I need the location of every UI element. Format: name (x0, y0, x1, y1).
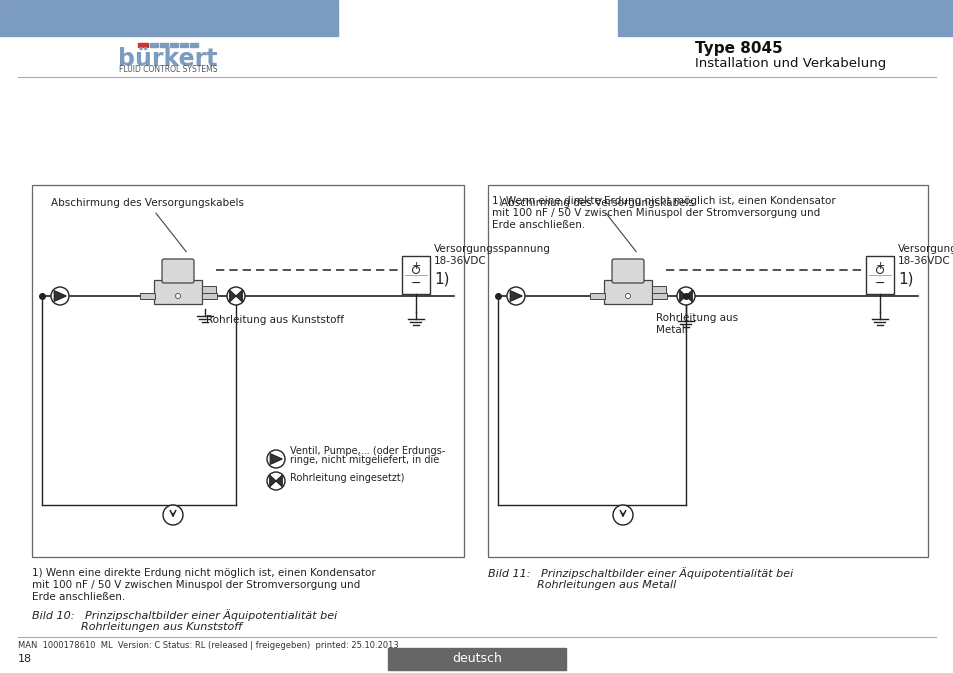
Text: Abschirmung des Versorgungskabels: Abschirmung des Versorgungskabels (501, 198, 694, 252)
Circle shape (613, 505, 633, 525)
Text: Ventil, Pumpe,... (oder Erdungs-: Ventil, Pumpe,... (oder Erdungs- (290, 446, 445, 456)
Text: +: + (875, 261, 883, 271)
Text: Rohrleitungen aus Kunststoff: Rohrleitungen aus Kunststoff (32, 622, 242, 632)
Circle shape (175, 293, 180, 299)
Text: Erde anschließen.: Erde anschließen. (492, 220, 584, 230)
Text: ringe, nicht mitgeliefert, in die: ringe, nicht mitgeliefert, in die (290, 455, 438, 465)
Text: −: − (874, 277, 884, 290)
Polygon shape (270, 454, 282, 464)
Circle shape (267, 472, 285, 490)
Text: mit 100 nF / 50 V zwischen Minuspol der Stromversorgung und: mit 100 nF / 50 V zwischen Minuspol der … (492, 208, 820, 218)
Circle shape (677, 287, 695, 305)
Circle shape (163, 505, 183, 525)
Bar (618, 0, 953, 36)
FancyBboxPatch shape (162, 259, 193, 283)
Text: Type 8045: Type 8045 (695, 42, 781, 57)
Text: 18-36VDC: 18-36VDC (897, 256, 950, 266)
Bar (32, 185, 463, 557)
Text: Versorgungsspannung: Versorgungsspannung (897, 244, 953, 254)
Polygon shape (685, 290, 692, 302)
Polygon shape (230, 290, 235, 302)
Text: Installation und Verkabelung: Installation und Verkabelung (695, 57, 885, 69)
Circle shape (227, 287, 245, 305)
Text: −: − (411, 277, 421, 290)
Bar (589, 293, 604, 299)
Bar (202, 286, 215, 294)
Text: 1): 1) (897, 271, 913, 287)
Text: Bild 11:   Prinzipschaltbilder einer Äquipotentialität bei: Bild 11: Prinzipschaltbilder einer Äquip… (488, 567, 792, 579)
Bar (388, 648, 565, 670)
Text: +: + (411, 261, 420, 271)
Text: FLUID CONTROL SYSTEMS: FLUID CONTROL SYSTEMS (118, 65, 217, 75)
Text: 1) Wenn eine direkte Erdung nicht möglich ist, einen Kondensator: 1) Wenn eine direkte Erdung nicht möglic… (492, 196, 835, 206)
Bar (202, 293, 216, 299)
Text: Rohrleitung aus: Rohrleitung aus (656, 313, 738, 323)
Text: deutsch: deutsch (452, 653, 501, 666)
Circle shape (876, 267, 882, 273)
Bar (170, 43, 178, 47)
Bar (603, 280, 651, 304)
Polygon shape (510, 291, 521, 302)
Text: mit 100 nF / 50 V zwischen Minuspol der Stromversorgung und: mit 100 nF / 50 V zwischen Minuspol der … (32, 580, 360, 590)
Bar (190, 43, 198, 47)
Bar (153, 280, 202, 304)
Bar (488, 185, 927, 557)
Text: Metall: Metall (656, 325, 687, 335)
FancyBboxPatch shape (612, 259, 643, 283)
Bar (651, 286, 665, 294)
Text: Rohrleitung aus Kunststoff: Rohrleitung aus Kunststoff (206, 315, 344, 325)
Bar (180, 43, 188, 47)
Bar (140, 293, 154, 299)
Polygon shape (679, 290, 685, 302)
Text: Abschirmung des Versorgungskabels: Abschirmung des Versorgungskabels (51, 198, 244, 252)
Text: 1): 1) (434, 271, 449, 287)
Text: 1) Wenn eine direkte Erdung nicht möglich ist, einen Kondensator: 1) Wenn eine direkte Erdung nicht möglic… (32, 568, 375, 578)
Polygon shape (270, 475, 275, 487)
Circle shape (625, 293, 630, 299)
Bar (160, 43, 168, 47)
Text: Rohrleitung eingesetzt): Rohrleitung eingesetzt) (290, 473, 404, 483)
Bar (0, 0, 337, 36)
Text: Erde anschließen.: Erde anschließen. (32, 592, 125, 602)
Bar (150, 43, 158, 47)
Polygon shape (275, 475, 282, 487)
Text: 18-36VDC: 18-36VDC (434, 256, 486, 266)
Circle shape (51, 287, 69, 305)
Text: bürkert: bürkert (118, 47, 217, 71)
Polygon shape (54, 291, 66, 302)
Circle shape (412, 267, 419, 273)
Text: Versorgungsspannung: Versorgungsspannung (434, 244, 550, 254)
Bar (651, 293, 666, 299)
Bar (401, 256, 430, 294)
Text: Rohrleitungen aus Metall: Rohrleitungen aus Metall (488, 580, 676, 590)
Polygon shape (235, 290, 242, 302)
Text: MAN  1000178610  ML  Version: C Status: RL (released | freigegeben)  printed: 25: MAN 1000178610 ML Version: C Status: RL … (18, 641, 398, 651)
Bar (865, 256, 893, 294)
Bar (138, 43, 148, 47)
Text: Bild 10:   Prinzipschaltbilder einer Äquipotentialität bei: Bild 10: Prinzipschaltbilder einer Äquip… (32, 609, 337, 621)
Text: 18: 18 (18, 654, 32, 664)
Circle shape (506, 287, 524, 305)
Circle shape (267, 450, 285, 468)
